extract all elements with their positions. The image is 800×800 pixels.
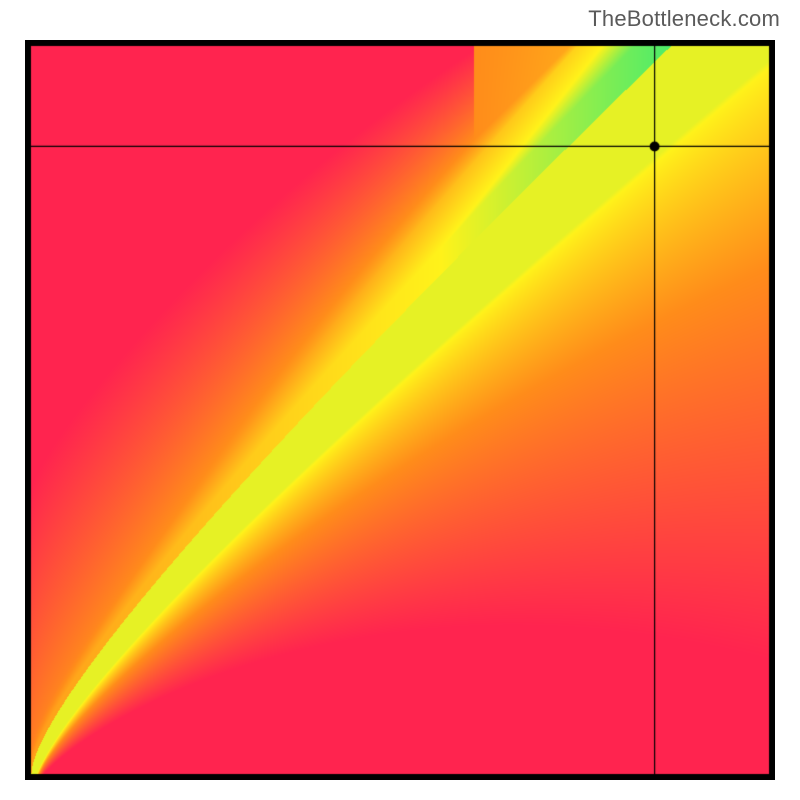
heatmap-plot <box>25 40 775 780</box>
watermark-text: TheBottleneck.com <box>588 6 780 32</box>
heatmap-canvas <box>25 40 775 780</box>
chart-container: TheBottleneck.com <box>0 0 800 800</box>
